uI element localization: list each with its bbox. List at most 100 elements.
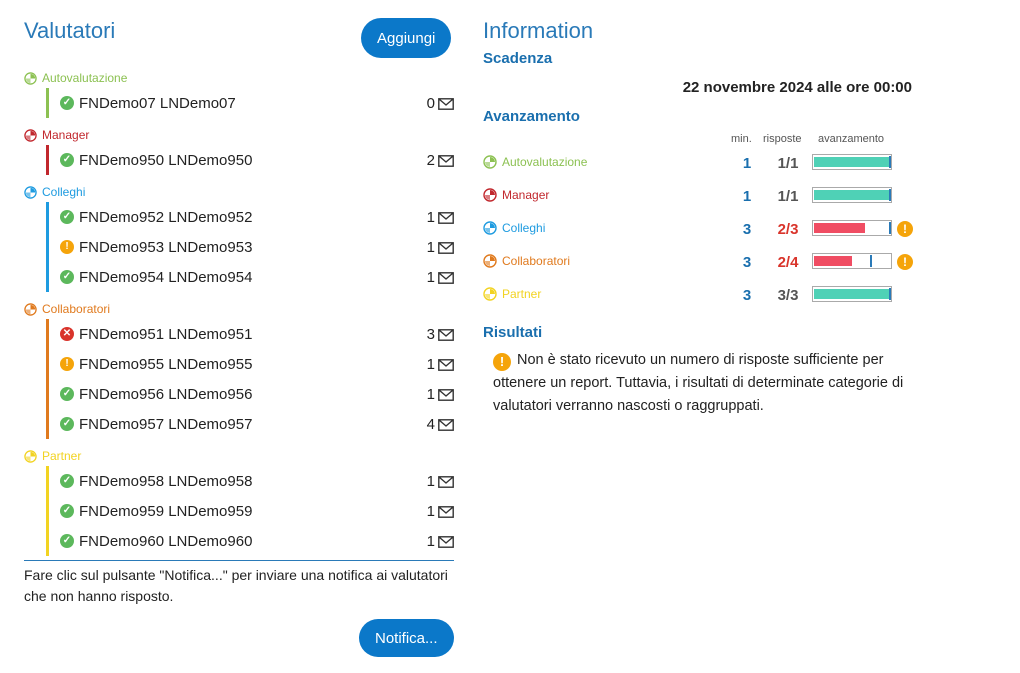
category-header: Partner: [24, 448, 454, 464]
progress-min-marker: [889, 156, 891, 168]
notification-count: 1: [426, 385, 435, 403]
rater-row[interactable]: ✓ FNDemo959 LNDemo959 1: [60, 496, 454, 526]
status-warn-icon: !: [60, 240, 74, 254]
status-ok-icon: ✓: [60, 387, 74, 401]
progress-fill: [814, 157, 890, 167]
status-warn-icon: !: [60, 357, 74, 371]
progress-min-marker: [889, 222, 891, 234]
envelope-icon[interactable]: [438, 358, 454, 371]
category-icon: [24, 302, 37, 316]
progress-min-marker: [889, 189, 891, 201]
rater-row[interactable]: ✓ FNDemo957 LNDemo957 4: [60, 409, 454, 439]
progress-responses: 3/3: [777, 287, 799, 304]
progress-row: Collaboratori 3 2/4!: [483, 246, 923, 279]
rater-name: FNDemo957 LNDemo957: [79, 415, 253, 433]
notification-count: 4: [426, 415, 435, 433]
rater-name: FNDemo951 LNDemo951: [79, 325, 253, 343]
category-icon: [24, 449, 37, 463]
progress-category-label: Autovalutazione: [502, 155, 588, 169]
progress-responses: 1/1: [777, 155, 799, 172]
raters-title: Valutatori: [24, 18, 116, 43]
progress-category-label: Colleghi: [502, 221, 546, 235]
progress-table: min. risposte avanzamento Autovalutazion…: [483, 133, 923, 312]
category-icon: [24, 185, 37, 199]
notification-count: 1: [426, 472, 435, 490]
category-label: Partner: [42, 449, 82, 463]
raters-list: Autovalutazione ✓ FNDemo07 LNDemo07 0 Manage…: [24, 70, 454, 556]
progress-min: 3: [742, 254, 752, 271]
progress-min: 3: [742, 221, 752, 238]
add-button[interactable]: Aggiungi: [361, 18, 452, 58]
notify-button[interactable]: Notifica...: [359, 619, 454, 657]
envelope-icon[interactable]: [438, 535, 454, 548]
warning-icon: !: [493, 353, 511, 371]
results-heading: Risultati: [483, 324, 543, 341]
category-group: ✕ FNDemo951 LNDemo951 3! FNDemo955 LNDemo95…: [46, 319, 454, 439]
notification-count: 2: [426, 151, 435, 169]
rater-row[interactable]: ✓ FNDemo952 LNDemo952 1: [60, 202, 454, 232]
progress-min: 1: [742, 155, 752, 172]
category-icon: [483, 155, 502, 169]
rater-name: FNDemo955 LNDemo955: [79, 355, 253, 373]
notification-count: 3: [426, 325, 435, 343]
progress-category-label: Collaboratori: [502, 254, 571, 268]
envelope-icon[interactable]: [438, 211, 454, 224]
notification-count: 1: [426, 355, 435, 373]
rater-name: FNDemo959 LNDemo959: [79, 502, 253, 520]
category-icon: [483, 188, 502, 202]
envelope-icon[interactable]: [438, 154, 454, 167]
progress-row: Colleghi 3 2/3!: [483, 213, 923, 246]
rater-row[interactable]: ! FNDemo955 LNDemo955 1: [60, 349, 454, 379]
envelope-icon[interactable]: [438, 271, 454, 284]
results-text: Non è stato ricevuto un numero di rispos…: [493, 352, 904, 414]
envelope-icon[interactable]: [438, 241, 454, 254]
results-message: ! Non è stato ricevuto un numero di rispo…: [483, 349, 913, 418]
notification-count: 1: [426, 268, 435, 286]
envelope-icon[interactable]: [438, 475, 454, 488]
rater-row[interactable]: ✓ FNDemo960 LNDemo960 1: [60, 526, 454, 556]
col-progress: avanzamento: [818, 133, 885, 145]
envelope-icon[interactable]: [438, 97, 454, 110]
notification-count: 1: [426, 238, 435, 256]
rater-row[interactable]: ✕ FNDemo951 LNDemo951 3: [60, 319, 454, 349]
status-ok-icon: ✓: [60, 474, 74, 488]
rater-name: FNDemo958 LNDemo958: [79, 472, 253, 490]
rater-row[interactable]: ✓ FNDemo950 LNDemo950 2: [60, 145, 454, 175]
rater-name: FNDemo956 LNDemo956: [79, 385, 253, 403]
rater-row[interactable]: ! FNDemo953 LNDemo953 1: [60, 232, 454, 262]
status-ok-icon: ✓: [60, 210, 74, 224]
envelope-icon[interactable]: [438, 418, 454, 431]
progress-row: Autovalutazione 1 1/1: [483, 147, 923, 180]
progress-min-marker: [870, 255, 872, 267]
progress-bar: [812, 253, 892, 269]
rater-name: FNDemo07 LNDemo07: [79, 94, 236, 112]
notification-count: 1: [426, 532, 435, 550]
progress-responses: 2/4: [777, 254, 799, 271]
envelope-icon[interactable]: [438, 388, 454, 401]
rater-name: FNDemo954 LNDemo954: [79, 268, 253, 286]
progress-category: Autovalutazione: [483, 155, 587, 169]
rater-row[interactable]: ✓ FNDemo954 LNDemo954 1: [60, 262, 454, 292]
rater-name: FNDemo960 LNDemo960: [79, 532, 253, 550]
progress-row: Partner 3 3/3: [483, 279, 923, 312]
category-header: Autovalutazione: [24, 70, 454, 86]
rater-name: FNDemo950 LNDemo950: [79, 151, 253, 169]
rater-row[interactable]: ✓ FNDemo958 LNDemo958 1: [60, 466, 454, 496]
progress-category: Manager: [483, 188, 549, 202]
rater-row[interactable]: ✓ FNDemo956 LNDemo956 1: [60, 379, 454, 409]
progress-bar: [812, 286, 892, 302]
information-panel: Information Scadenza 22 novembre 2024 al…: [483, 14, 923, 418]
progress-bar: [812, 220, 892, 236]
status-ok-icon: ✓: [60, 534, 74, 548]
rater-name: FNDemo953 LNDemo953: [79, 238, 253, 256]
envelope-icon[interactable]: [438, 505, 454, 518]
information-title: Information: [483, 18, 594, 43]
category-header: Collaboratori: [24, 301, 454, 317]
category-group: ✓ FNDemo952 LNDemo952 1! FNDemo953 LNDemo95…: [46, 202, 454, 292]
category-icon: [483, 287, 502, 301]
envelope-icon[interactable]: [438, 328, 454, 341]
rater-row[interactable]: ✓ FNDemo07 LNDemo07 0: [60, 88, 454, 118]
raters-panel: Valutatori Aggiungi Autovalutazione ✓ FNDe…: [24, 14, 454, 607]
progress-responses: 1/1: [777, 188, 799, 205]
progress-min: 1: [742, 188, 752, 205]
